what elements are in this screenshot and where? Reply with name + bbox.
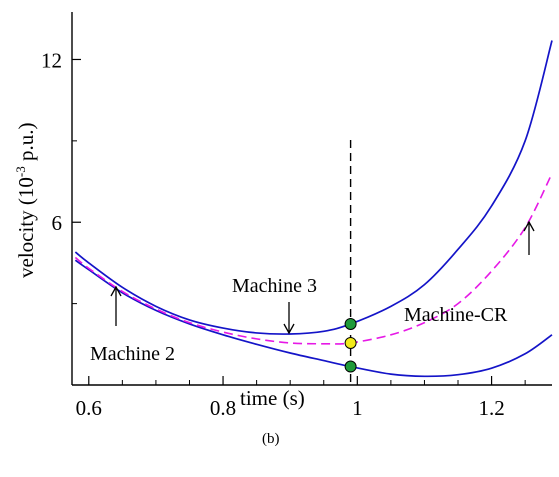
x-axis-label: time (s) bbox=[240, 386, 305, 410]
y-tick-label: 6 bbox=[52, 211, 63, 235]
series-line-machine-2 bbox=[74, 259, 553, 378]
y-axis-label-main: velocity (10 bbox=[14, 177, 38, 278]
arrow-machinecr-head bbox=[523, 220, 535, 232]
y-axis-label: velocity (10-3 p.u.) bbox=[13, 123, 38, 278]
annotation-arrows bbox=[110, 220, 535, 335]
axis-ticks bbox=[72, 58, 526, 385]
figure-caption: (b) bbox=[262, 431, 280, 447]
label-machine-cr: Machine-CR bbox=[404, 304, 508, 326]
x-tick-label: 0.6 bbox=[76, 396, 102, 420]
x-tick-label: 1 bbox=[352, 396, 363, 420]
intersection-marker-3 bbox=[344, 360, 357, 373]
intersection-marker-1 bbox=[344, 317, 357, 330]
label-machine-3: Machine 3 bbox=[232, 275, 317, 297]
y-tick-label: 12 bbox=[41, 48, 62, 72]
arrow-machine3-head bbox=[283, 323, 295, 335]
x-tick-label: 1.2 bbox=[478, 396, 504, 420]
x-tick-label: 0.8 bbox=[210, 396, 236, 420]
label-machine-2: Machine 2 bbox=[90, 343, 175, 365]
y-axis-label-exponent: -3 bbox=[13, 166, 28, 177]
tick-labels: 0.6 0.8 1 1.2 6 12 bbox=[41, 48, 505, 420]
series-layer bbox=[74, 40, 553, 378]
y-axis-label-unit: p.u.) bbox=[14, 123, 38, 167]
marker-layer bbox=[344, 317, 357, 373]
series-line-machine-cr bbox=[74, 173, 553, 345]
series-line-machine-3 bbox=[74, 40, 553, 335]
arrow-machine2-head bbox=[110, 285, 122, 297]
intersection-marker-2 bbox=[344, 336, 357, 349]
